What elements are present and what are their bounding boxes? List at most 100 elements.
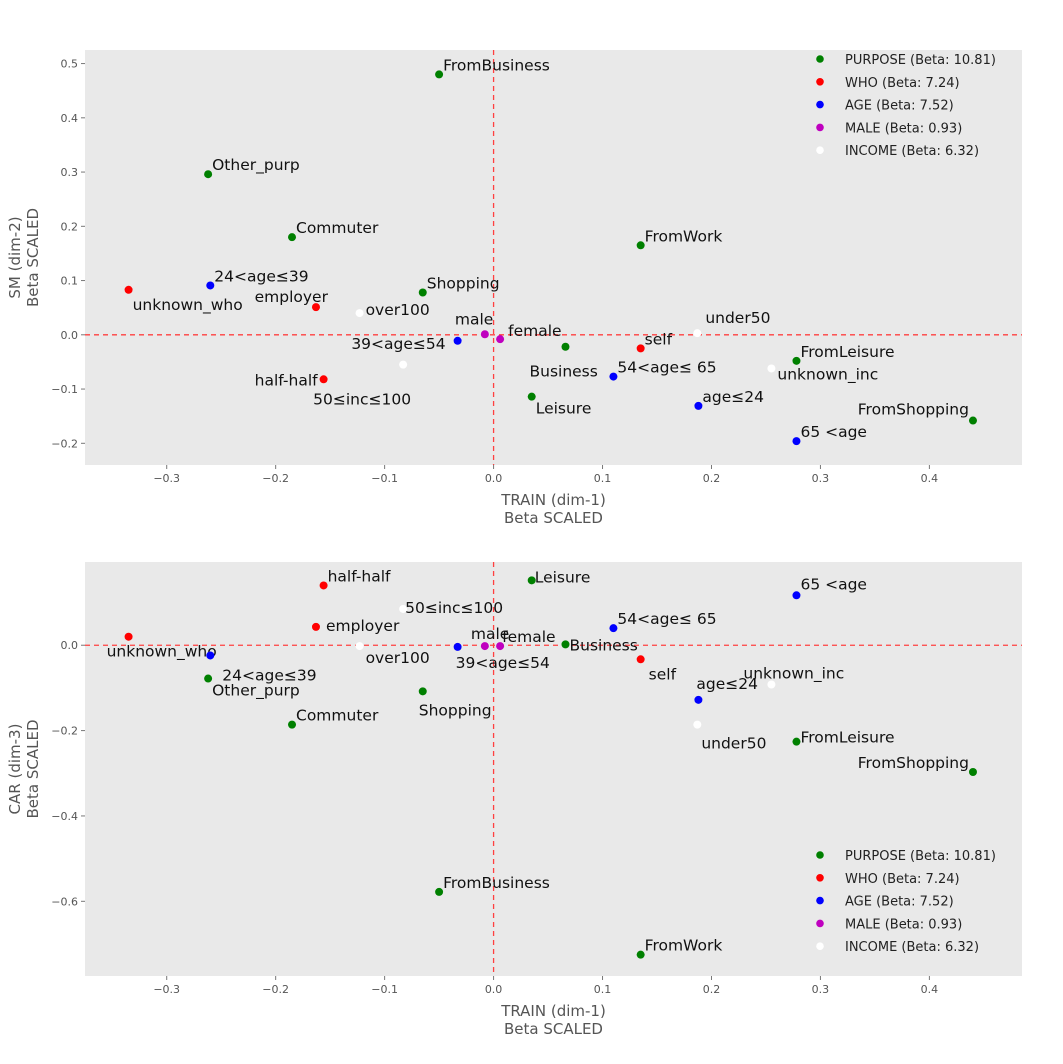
point-label: Leisure	[536, 400, 592, 418]
point-who	[319, 581, 328, 590]
point-label: employer	[326, 617, 400, 635]
x-tick-label: 0.0	[485, 983, 503, 996]
x-tick-label: 0.1	[594, 983, 612, 996]
point-label: over100	[366, 301, 430, 319]
point-label: Business	[529, 363, 597, 381]
point-age	[694, 401, 703, 410]
point-purpose	[204, 170, 213, 179]
legend-marker	[816, 123, 824, 132]
panel-top: −0.3 −0.2 −0.1 0.0 0.1 0.2 0.3 0.4 −0.2 −0.1 0.0 0.…	[6, 50, 1022, 527]
point-label: under50	[701, 735, 766, 753]
point-age	[453, 642, 462, 651]
legend-marker	[816, 851, 824, 859]
point-label: 39<age≤54	[456, 654, 550, 672]
point-label: unknown_who	[133, 296, 243, 315]
point-label: 54<age≤ 65	[617, 359, 716, 377]
point-purpose	[792, 356, 801, 365]
y-axis-label: CAR (dim-3)	[6, 724, 24, 815]
legend-marker	[816, 146, 824, 154]
point-male	[480, 330, 489, 339]
point-who	[319, 375, 328, 384]
point-label: unknown_inc	[777, 365, 878, 384]
legend-entry: AGE (Beta: 7.52)	[845, 895, 954, 910]
point-label: 39<age≤54	[351, 335, 445, 353]
y-tick-label: 0.0	[61, 639, 79, 652]
point-label: male	[455, 310, 493, 328]
y-tick-label: 0.2	[61, 220, 79, 233]
legend-entry: MALE (Beta: 0.93)	[845, 917, 962, 932]
y-axis-label-2: Beta SCALED	[24, 208, 42, 307]
x-tick-label: 0.0	[485, 472, 503, 485]
point-label: unknown_inc	[743, 664, 844, 683]
point-label: FromShopping	[858, 401, 969, 419]
point-purpose	[968, 767, 977, 776]
point-label: age≤24	[696, 675, 758, 693]
point-income	[399, 604, 408, 613]
legend-entry: WHO (Beta: 7.24)	[845, 76, 960, 91]
legend-entry: INCOME (Beta: 6.32)	[845, 940, 979, 955]
x-tick-label: 0.3	[812, 472, 830, 485]
point-purpose	[435, 70, 444, 79]
point-age	[206, 651, 215, 660]
x-tick-label: −0.2	[262, 983, 289, 996]
x-tick-label: 0.2	[703, 983, 721, 996]
legend-marker	[816, 874, 824, 882]
point-who	[311, 622, 320, 631]
point-who	[124, 285, 133, 294]
y-tick-label: 0.3	[61, 166, 79, 179]
point-label: Shopping	[427, 274, 500, 292]
y-tick-label: 0.5	[61, 58, 79, 71]
point-label: female	[508, 322, 561, 340]
y-tick-label: 0.4	[61, 112, 79, 125]
point-label: self	[645, 330, 673, 348]
x-tick-label: 0.4	[921, 472, 939, 485]
point-income	[355, 642, 364, 651]
point-purpose	[527, 576, 536, 585]
x-tick-label: −0.1	[371, 983, 398, 996]
point-purpose	[418, 687, 427, 696]
point-age	[792, 591, 801, 600]
point-label: employer	[255, 288, 329, 306]
point-label: FromLeisure	[800, 729, 894, 747]
y-tick-label: −0.4	[51, 810, 78, 823]
point-purpose	[561, 342, 570, 351]
point-label: 50≤inc≤100	[405, 599, 503, 617]
y-tick-label: 0.0	[61, 329, 79, 342]
point-label: Leisure	[535, 568, 591, 586]
point-income	[355, 309, 364, 318]
point-label: half-half	[255, 371, 318, 389]
point-who	[124, 632, 133, 641]
legend-entry: PURPOSE (Beta: 10.81)	[845, 53, 996, 68]
point-label: age≤24	[702, 388, 764, 406]
point-label: Shopping	[419, 701, 492, 719]
point-purpose	[636, 950, 645, 959]
x-tick-label: 0.1	[594, 472, 612, 485]
x-axis-label-2: Beta SCALED	[504, 1020, 603, 1038]
point-male	[496, 335, 505, 344]
x-tick-label: −0.1	[371, 472, 398, 485]
point-label: under50	[705, 309, 770, 327]
legend-marker	[816, 919, 824, 928]
legend-entry: MALE (Beta: 0.93)	[845, 121, 962, 136]
point-label: 24<age≤39	[222, 666, 316, 684]
y-axis-label-2: Beta SCALED	[24, 719, 42, 818]
point-purpose	[435, 887, 444, 896]
point-age	[609, 624, 618, 633]
point-label: Commuter	[296, 707, 379, 725]
y-tick-label: −0.6	[51, 895, 78, 908]
point-male	[480, 642, 489, 651]
point-purpose	[561, 640, 570, 649]
point-label: FromShopping	[858, 754, 969, 772]
point-label: male	[471, 625, 509, 643]
x-tick-label: −0.2	[262, 472, 289, 485]
point-purpose	[636, 241, 645, 250]
point-label: 50≤inc≤100	[313, 391, 411, 409]
point-purpose	[418, 288, 427, 297]
plot-area	[85, 562, 1022, 976]
y-tick-label: −0.2	[51, 725, 78, 738]
point-income	[767, 680, 776, 689]
point-income	[693, 720, 702, 729]
point-purpose	[288, 720, 297, 729]
point-age	[453, 336, 462, 345]
